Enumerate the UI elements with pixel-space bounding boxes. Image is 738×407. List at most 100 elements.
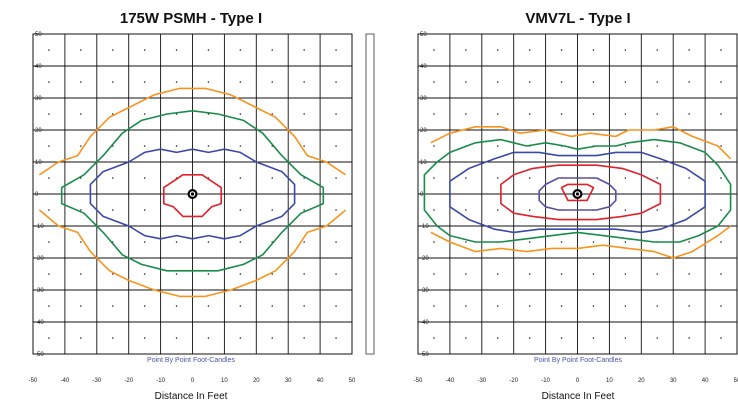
grid-dot xyxy=(207,241,210,243)
grid-dot xyxy=(335,337,337,339)
grid-dot xyxy=(80,337,82,339)
grid-dot xyxy=(80,209,82,211)
grid-dot xyxy=(48,241,50,243)
y-tick-label: -10 xyxy=(420,224,429,230)
grid-dot xyxy=(175,305,178,307)
grid-dot xyxy=(465,49,467,51)
grid-dot xyxy=(496,49,499,51)
grid-dot xyxy=(465,273,467,275)
grid-dot xyxy=(656,49,659,51)
contour-line xyxy=(449,151,706,234)
grid-dot xyxy=(560,305,563,307)
grid-dot xyxy=(111,209,114,211)
x-tick-label: -40 xyxy=(61,378,70,384)
grid-dot xyxy=(560,273,563,275)
x-tick-label: 50 xyxy=(734,378,738,384)
grid-dot xyxy=(720,305,722,307)
grid-dot xyxy=(465,113,467,115)
grid-dot xyxy=(111,305,114,307)
grid-dot xyxy=(175,337,178,339)
grid-dot xyxy=(335,81,337,83)
x-tick-label: 20 xyxy=(253,378,260,384)
x-tick-label: 30 xyxy=(670,378,677,384)
y-tick-label: 40 xyxy=(420,64,427,70)
chart-panel-psmh: 175W PSMH - Type I -50 -40 -30 -20 -10 0 10 20 3… xyxy=(29,10,356,402)
grid-dot xyxy=(720,241,722,243)
y-tick-labels: -50 -40 -30 -20 -10 0 10 20 30 40 50 xyxy=(35,32,44,358)
grid-dot xyxy=(496,273,499,275)
grid-dot xyxy=(528,305,531,307)
grid-dot xyxy=(303,305,305,307)
grid-dot xyxy=(271,337,274,339)
grid-dot xyxy=(496,177,499,179)
grid-dot xyxy=(80,305,82,307)
chart-caption: Point By Point Foot-Candles xyxy=(147,357,235,364)
grid-dot xyxy=(656,113,659,115)
grid-dot xyxy=(624,145,627,147)
y-tick-label: -40 xyxy=(35,320,44,326)
grid-dot xyxy=(465,305,467,307)
grid-dot xyxy=(433,305,435,307)
grid-dot xyxy=(175,241,178,243)
grid-dot xyxy=(207,305,210,307)
y-tick-labels: -50 -40 -30 -20 -10 0 10 20 30 40 50 xyxy=(420,32,429,358)
grid-dot xyxy=(48,209,50,211)
grid-dot xyxy=(465,209,467,211)
panel-divider xyxy=(365,33,375,355)
y-tick-label: 50 xyxy=(420,32,427,38)
y-tick-label: 10 xyxy=(420,160,427,166)
contour-lines xyxy=(423,126,732,259)
grid-dot xyxy=(303,241,305,243)
grid-dot xyxy=(656,209,659,211)
grid-dot xyxy=(48,145,50,147)
grid-dot xyxy=(528,113,531,115)
grid-dot xyxy=(335,209,337,211)
grid-dot xyxy=(48,113,50,115)
grid-dot xyxy=(688,81,690,83)
grid-dot xyxy=(207,273,210,275)
grid-dot xyxy=(80,113,82,115)
grid-dot xyxy=(592,113,595,115)
grid-dot xyxy=(656,81,659,83)
y-tick-label: 30 xyxy=(420,96,427,102)
y-tick-label: -30 xyxy=(35,288,44,294)
grid-dot xyxy=(271,209,274,211)
grid-dot xyxy=(239,305,242,307)
grid-dot xyxy=(433,145,435,147)
grid-dot xyxy=(239,337,242,339)
x-tick-label: -50 xyxy=(29,378,38,384)
grid-dot xyxy=(624,81,627,83)
grid-dot xyxy=(465,241,467,243)
grid-dot xyxy=(496,81,499,83)
x-tick-labels: -50 -40 -30 -20 -10 0 10 20 30 40 50 xyxy=(414,378,738,384)
contour-line xyxy=(89,148,296,240)
grid-dot xyxy=(175,273,178,275)
grid-dot xyxy=(560,81,563,83)
contour-line xyxy=(560,183,595,202)
grid-dot xyxy=(465,177,467,179)
grid-dot xyxy=(433,49,435,51)
grid-dot xyxy=(720,145,722,147)
x-tick-label: -10 xyxy=(541,378,550,384)
contour-lines xyxy=(38,87,347,298)
grid-dot xyxy=(496,209,499,211)
y-tick-label: 20 xyxy=(420,128,427,134)
grid-dot xyxy=(720,177,722,179)
y-tick-label: -10 xyxy=(35,224,44,230)
grid-dot xyxy=(335,305,337,307)
grid-dots xyxy=(433,49,722,339)
grid-dot xyxy=(528,241,531,243)
grid-dot xyxy=(271,113,274,115)
y-tick-label: -20 xyxy=(420,256,429,262)
grid-dot xyxy=(528,337,531,339)
grid-dot xyxy=(143,337,146,339)
grid-dot xyxy=(656,305,659,307)
grid-dot xyxy=(111,81,114,83)
grid-dot xyxy=(175,145,178,147)
grid-dot xyxy=(48,81,50,83)
grid-dot xyxy=(688,209,690,211)
grid-dot xyxy=(560,337,563,339)
grid-dot xyxy=(207,145,210,147)
grid-dot xyxy=(48,177,50,179)
